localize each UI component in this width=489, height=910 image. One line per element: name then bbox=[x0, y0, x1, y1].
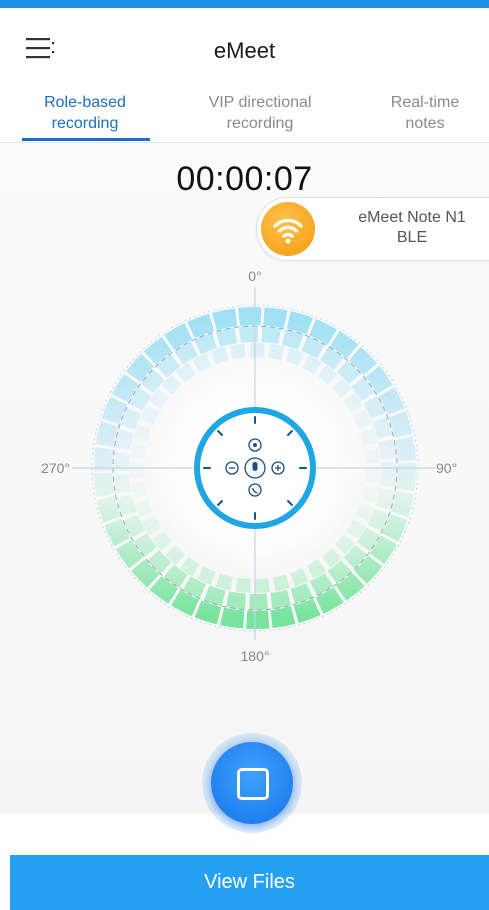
radar-label-0: 0° bbox=[248, 268, 261, 284]
tab-bar: Role-based recording VIP directional rec… bbox=[0, 86, 489, 143]
power-button-icon bbox=[248, 438, 262, 452]
recording-timer: 00:00:07 bbox=[176, 160, 313, 198]
speaker-tick-marks bbox=[203, 416, 307, 520]
view-files-button[interactable]: View Files bbox=[10, 855, 489, 910]
stop-recording-button[interactable] bbox=[211, 742, 293, 824]
tab-label-line1: Real-time bbox=[390, 94, 460, 111]
hamburger-menu-icon bbox=[26, 38, 55, 59]
call-button-icon bbox=[248, 483, 262, 497]
tab-role-based-recording[interactable]: Role-based recording bbox=[10, 92, 160, 142]
tab-real-time-notes[interactable]: Real-time notes bbox=[350, 92, 489, 142]
speaker-controls bbox=[225, 438, 285, 497]
device-name-line1: eMeet Note N1 bbox=[358, 209, 466, 226]
active-tab-indicator bbox=[22, 138, 150, 141]
status-accent-bar bbox=[0, 0, 489, 8]
app-header: eMeet bbox=[0, 8, 489, 86]
menu-button[interactable] bbox=[22, 32, 62, 66]
stop-button-halo bbox=[202, 733, 302, 833]
radar-label-90: 90° bbox=[436, 460, 457, 476]
tab-vip-directional-recording[interactable]: VIP directional recording bbox=[185, 92, 335, 142]
volume-down-icon bbox=[225, 461, 239, 475]
wifi-icon bbox=[273, 218, 303, 244]
radar-label-180: 180° bbox=[241, 648, 270, 664]
device-name-line2: BLE bbox=[396, 229, 428, 246]
tab-label-line2: recording bbox=[51, 115, 119, 132]
device-connection-badge bbox=[261, 202, 315, 256]
volume-up-icon bbox=[271, 461, 285, 475]
device-status-card[interactable]: eMeet Note N1 BLE bbox=[256, 197, 489, 261]
tab-label-line1: Role-based bbox=[44, 94, 126, 111]
direction-radar: 0° 90° 180° 270° bbox=[41, 268, 457, 664]
tab-label-line2: recording bbox=[226, 115, 294, 132]
page-title: eMeet bbox=[213, 38, 276, 63]
stop-square-icon bbox=[237, 768, 269, 800]
tab-label-line2: notes bbox=[405, 115, 445, 132]
device-name: eMeet Note N1 BLE bbox=[337, 208, 487, 248]
radar-label-270: 270° bbox=[41, 460, 70, 476]
tab-label-line1: VIP directional bbox=[208, 94, 312, 111]
